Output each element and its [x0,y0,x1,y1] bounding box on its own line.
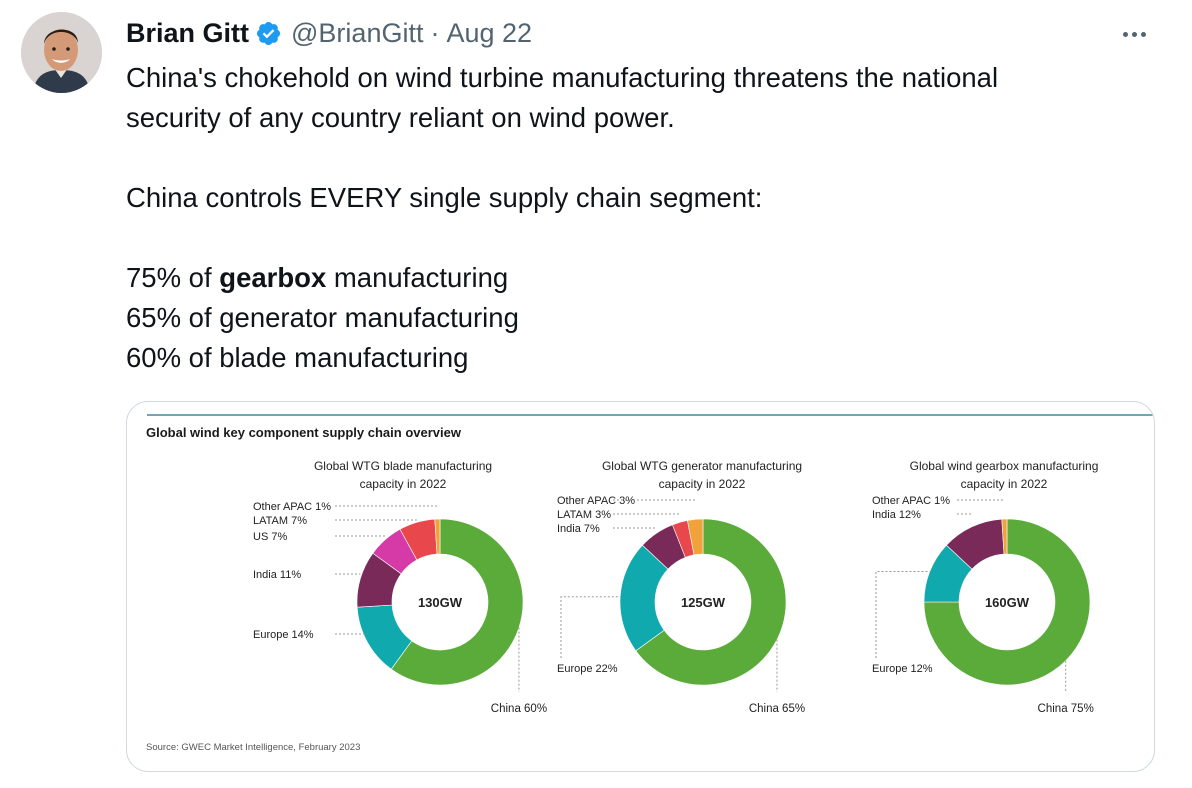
more-options-icon[interactable] [1114,18,1154,50]
slice-label: India 7% [557,523,600,535]
figure-title: Global wind key component supply chain o… [146,425,462,440]
author-handle[interactable]: @BrianGitt [291,17,424,48]
slice-label: China 65% [749,703,805,715]
tweet-date[interactable]: Aug 22 [446,17,533,48]
slice-label: India 12% [872,509,921,521]
donut-slice-china [635,518,787,686]
separator-dot: · [430,17,440,48]
slice-label: Europe 22% [557,663,618,675]
figure-source: Source: GWEC Market Intelligence, Februa… [146,742,360,753]
donut-center-label: 160GW [985,595,1030,610]
donut-slice-other-apac [434,518,441,555]
chart-title: Global wind gearbox manufacturing [910,459,1099,473]
slice-label: LATAM 3% [557,509,611,521]
donut-slice-other-apac [1001,518,1008,555]
slice-label: Other APAC 3% [557,495,635,507]
media-image[interactable]: Global wind key component supply chain o… [126,401,1155,772]
slice-label: China 75% [1038,703,1094,715]
infographic: Global wind key component supply chain o… [146,414,1154,753]
chart-title: capacity in 2022 [360,477,447,491]
slice-label: India 11% [253,569,301,581]
tweet-line: security of any country reliant on wind … [126,102,675,133]
verified-badge-icon [256,21,281,45]
stat-blade: 60% of blade manufacturing [126,342,469,373]
slice-label: China 60% [491,703,547,715]
donut-slice-china [390,518,524,686]
slice-label: US 7% [253,531,287,543]
donut-slice-other-apac [687,518,704,556]
donut-center-label: 125GW [681,595,726,610]
tweet-line: China controls EVERY single supply chain… [126,182,763,213]
tweet-line: China's chokehold on wind turbine manufa… [126,62,999,93]
slice-label: Other APAC 1% [872,495,950,507]
tweet-text: China's chokehold on wind turbine manufa… [126,58,1166,378]
author-name[interactable]: Brian Gitt [126,17,250,48]
stat-gearbox: 75% of gearbox manufacturing [126,258,1166,298]
slice-label: Europe 12% [872,663,933,675]
leader-line [560,596,621,658]
slice-label: LATAM 7% [253,515,307,527]
stat-generator: 65% of generator manufacturing [126,302,519,333]
leader-line [875,570,930,658]
chart-title: Global WTG generator manufacturing [602,459,802,473]
slice-label: Europe 14% [253,629,314,641]
avatar[interactable] [21,12,102,93]
stat-gearbox-suffix: manufacturing [326,262,509,293]
donut-center-label: 130GW [418,595,463,610]
chart-title: Global WTG blade manufacturing [314,459,492,473]
chart-title: capacity in 2022 [659,477,746,491]
stat-gearbox-bold: gearbox [219,262,327,293]
donut-slice-china [923,518,1091,686]
slice-label: Other APAC 1% [253,501,331,513]
tweet-header: Brian Gitt @BrianGitt · Aug 22 [126,14,532,52]
avatar-image [21,12,102,93]
chart-title: capacity in 2022 [961,477,1048,491]
stat-gearbox-prefix: 75% of [126,262,220,293]
